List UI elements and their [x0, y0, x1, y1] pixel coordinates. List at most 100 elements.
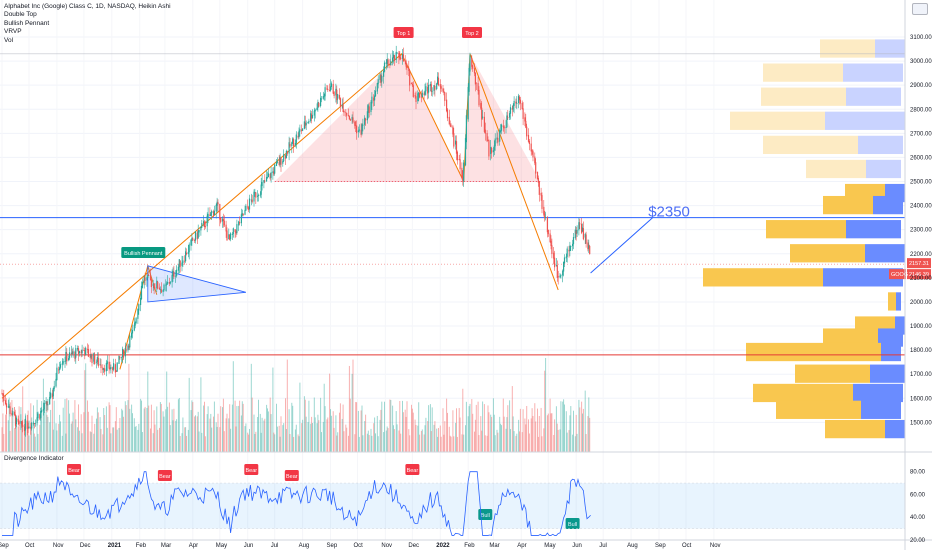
- candle-body: [534, 156, 536, 164]
- volume-bar: [200, 377, 202, 452]
- candle-body: [210, 212, 212, 216]
- volume-bar: [358, 436, 360, 452]
- volume-bar: [471, 399, 473, 452]
- candle-body: [452, 126, 454, 135]
- candle-body: [433, 85, 435, 91]
- candle-body: [318, 103, 320, 107]
- volume-bar: [515, 435, 517, 452]
- volume-bar: [329, 373, 331, 452]
- x-tick-label: Apr: [517, 543, 526, 549]
- volume-bar: [355, 402, 357, 452]
- candle-body: [211, 210, 213, 214]
- volume-bar: [453, 436, 455, 452]
- candle-body: [207, 213, 209, 218]
- x-tick-label: Oct: [25, 543, 35, 549]
- volume-bar: [21, 422, 23, 452]
- volume-bar: [78, 430, 80, 452]
- volume-bar: [47, 416, 49, 452]
- candle-body: [115, 371, 117, 373]
- rsi-legend[interactable]: Divergence Indicator: [4, 455, 64, 462]
- candle-body: [49, 396, 51, 405]
- volume-bar: [267, 408, 268, 452]
- volume-bar: [364, 421, 366, 452]
- candle-body: [50, 392, 52, 399]
- candle-body: [465, 115, 467, 143]
- volume-bar: [337, 432, 339, 452]
- volume-bar: [348, 435, 349, 452]
- x-tick-label: Nov: [381, 543, 392, 549]
- x-tick-label: 2021: [108, 543, 122, 549]
- vp-bar-up: [730, 111, 825, 130]
- volume-bar: [24, 419, 25, 452]
- y-tick-label: 3000.00: [910, 59, 932, 65]
- candle-body: [86, 348, 89, 350]
- candle-body: [320, 98, 323, 100]
- candle-body: [1, 393, 3, 395]
- candle-body: [563, 257, 566, 264]
- candle-body: [409, 70, 411, 86]
- indicator-vol[interactable]: Vol: [4, 36, 14, 44]
- volume-bar: [579, 407, 581, 452]
- volume-bar: [304, 399, 306, 452]
- volume-bar: [266, 404, 268, 452]
- candle-body: [516, 103, 518, 104]
- candle-body: [367, 105, 369, 113]
- x-tick-label: Aug: [299, 543, 310, 549]
- candle-body: [220, 217, 222, 223]
- volume-bar: [419, 434, 421, 452]
- candle-body: [549, 233, 551, 243]
- volume-bar: [33, 405, 34, 452]
- candle-body: [410, 83, 413, 85]
- volume-bar: [87, 400, 88, 452]
- candle-body: [572, 243, 574, 247]
- rsi-tick-label: 80.00: [910, 470, 926, 476]
- candle-body: [431, 90, 433, 92]
- volume-bar: [267, 411, 269, 452]
- candle-body: [332, 83, 334, 94]
- candle-body: [474, 72, 476, 85]
- candle-body: [276, 161, 278, 163]
- y-tick-label: 2600.00: [910, 155, 932, 161]
- volume-bar: [72, 412, 74, 452]
- candle-body: [455, 141, 458, 154]
- volume-bar: [171, 409, 173, 452]
- candle-body: [197, 231, 199, 239]
- ticker-tag-bg: [889, 269, 906, 280]
- volume-bar: [475, 404, 477, 452]
- volume-bar: [373, 423, 375, 452]
- candle-body: [56, 367, 58, 381]
- candle-body: [58, 369, 60, 371]
- y-tick-label: 2200.00: [910, 252, 932, 258]
- candle-body: [292, 138, 294, 143]
- currency-toggle[interactable]: [912, 3, 928, 15]
- volume-bar: [12, 412, 14, 452]
- volume-bar: [482, 401, 484, 452]
- y-tick-label: 1900.00: [910, 324, 932, 330]
- candle-body: [141, 281, 143, 288]
- candle-body: [273, 171, 275, 174]
- volume-bar: [430, 431, 432, 452]
- volume-bar: [420, 430, 422, 452]
- volume-bar: [165, 409, 167, 452]
- candle-body: [392, 57, 394, 62]
- candle-body: [264, 180, 266, 182]
- volume-bar: [535, 421, 537, 452]
- volume-bar: [562, 401, 564, 452]
- candle-body: [326, 88, 328, 90]
- candle-body: [421, 92, 423, 98]
- volume-bar: [242, 403, 244, 452]
- volume-bar: [463, 434, 465, 452]
- volume-bar: [351, 373, 353, 452]
- indicator-bullish-pennant[interactable]: Bullish Pennant: [4, 19, 50, 27]
- indicator-vrvp[interactable]: VRVP: [4, 28, 22, 36]
- candle-body: [90, 354, 92, 358]
- volume-bar: [150, 428, 151, 452]
- x-tick-label: Feb: [136, 543, 147, 549]
- volume-bar: [251, 397, 253, 452]
- candle-body: [311, 115, 314, 118]
- candle-body: [194, 231, 197, 241]
- candle-body: [285, 150, 287, 159]
- y-tick-label: 2900.00: [910, 83, 932, 89]
- candle-body: [175, 275, 177, 277]
- indicator-double-top[interactable]: Double Top: [4, 11, 37, 19]
